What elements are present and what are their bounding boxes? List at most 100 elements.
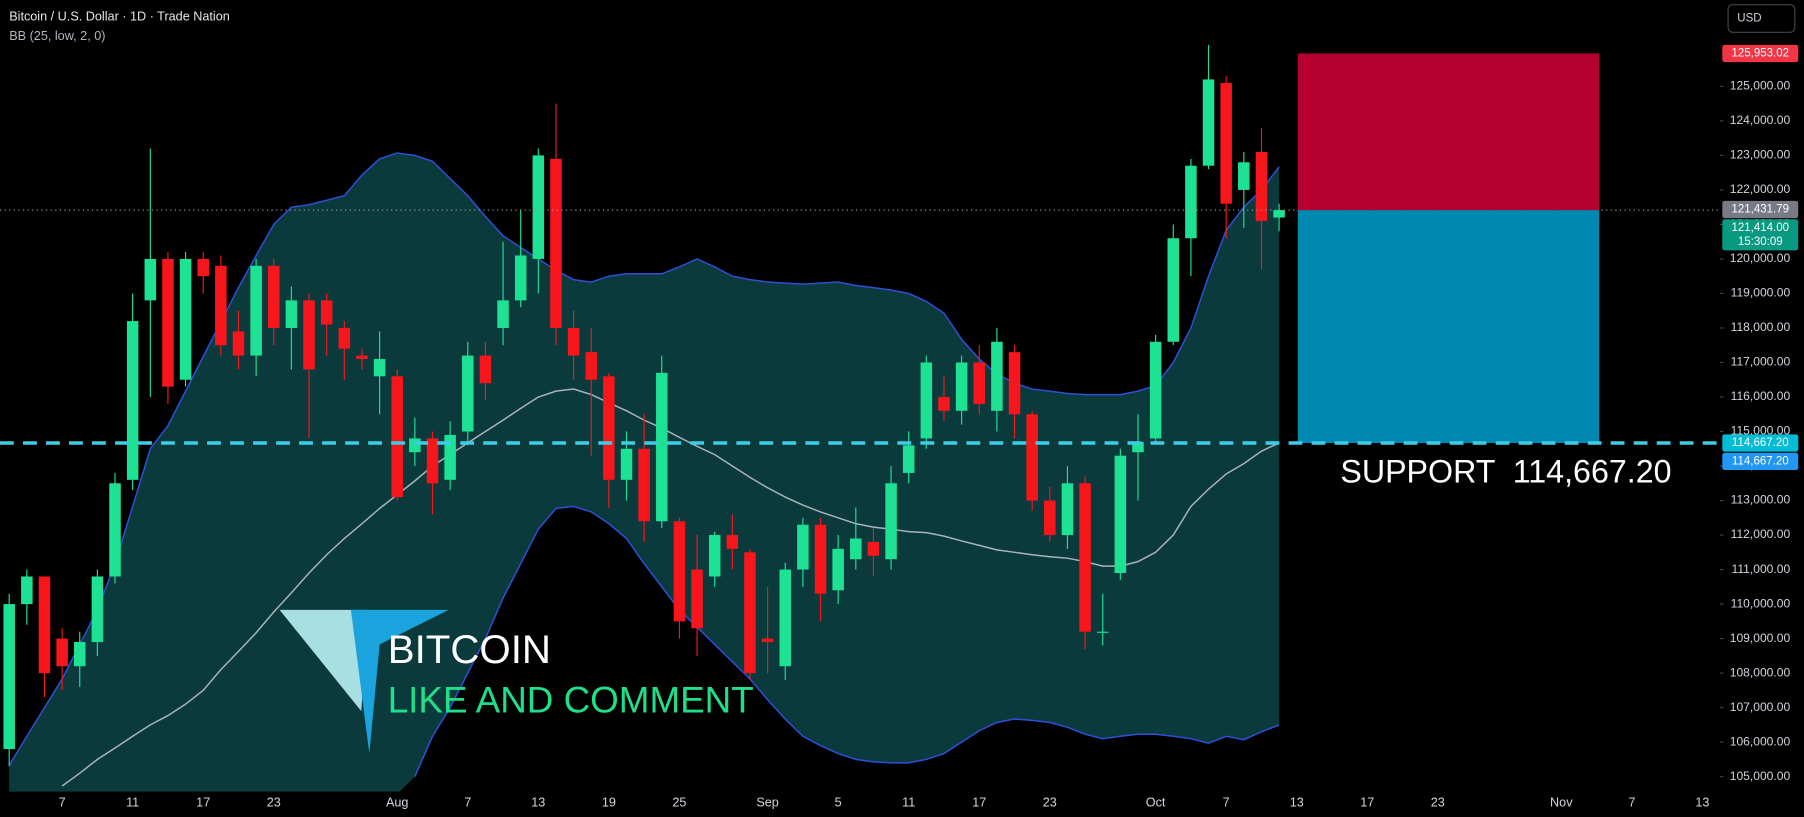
candle-body: [726, 535, 739, 549]
y-tick-label: 113,000.00: [1731, 493, 1791, 507]
candle-body: [285, 300, 298, 328]
x-tick-label: 23: [1431, 795, 1445, 809]
x-tick-label: Sep: [756, 795, 778, 809]
candle-body: [303, 300, 315, 370]
candles: [3, 44, 1285, 767]
x-tick-label: 19: [602, 795, 616, 809]
candle-body: [21, 576, 33, 605]
candle-body: [744, 552, 756, 674]
x-tick-label: 25: [672, 795, 686, 809]
candle-body: [691, 569, 703, 629]
candle-body: [126, 321, 139, 480]
candle-body: [779, 569, 791, 667]
candle-body: [1255, 151, 1268, 221]
band-lower: [414, 505, 1280, 777]
candle-body: [867, 541, 880, 556]
price-tag-label: 125,953.02: [1731, 47, 1789, 59]
price-tag-label: 121,414.00: [1731, 222, 1789, 234]
candle-body: [462, 355, 474, 432]
candle-body: [1149, 341, 1162, 439]
candle-body: [797, 524, 809, 570]
candle-body: [1238, 162, 1250, 190]
candle-body: [991, 341, 1003, 411]
price-tag-label: 121,431.79: [1731, 204, 1789, 216]
x-tick-label: 11: [126, 795, 139, 809]
band-middle: [61, 388, 1280, 787]
price-tag: [1722, 434, 1799, 452]
candle-body: [902, 445, 915, 473]
candle-body: [179, 258, 192, 380]
x-tick-label: 23: [267, 795, 281, 809]
candle-body: [638, 448, 650, 522]
candle-body: [162, 258, 174, 387]
candle-body: [656, 372, 668, 522]
candle-body: [1220, 82, 1232, 204]
currency-label[interactable]: USD: [1737, 13, 1761, 25]
x-tick-label: 7: [464, 795, 471, 809]
x-tick-label: 17: [1360, 795, 1374, 809]
candle-body: [567, 327, 580, 356]
candle-body: [814, 524, 827, 594]
price-tag: [1722, 219, 1799, 251]
y-tick-label: 116,000.00: [1731, 389, 1791, 403]
candle-body: [479, 355, 492, 384]
y-tick-label: 125,000.00: [1730, 79, 1791, 93]
y-tick-label: 108,000.00: [1730, 665, 1791, 679]
position-stop-zone: [1297, 53, 1600, 211]
candle-body: [673, 521, 686, 622]
overlay: SUPPORT 114,667.20: [0, 53, 1721, 490]
candle-body: [920, 362, 933, 439]
x-tick-label: 7: [1628, 795, 1635, 809]
x-tick-label: Oct: [1146, 795, 1166, 809]
candle-body: [1044, 500, 1056, 536]
candle-body: [3, 604, 15, 750]
price-tag-countdown: 15:30:09: [1738, 236, 1783, 248]
candle-body: [1185, 165, 1197, 239]
y-tick-label: 122,000.00: [1730, 182, 1791, 196]
chart-title: Bitcoin / U.S. Dollar · 1D · Trade Natio…: [9, 10, 230, 24]
candle-body: [144, 258, 157, 301]
candle-body: [215, 265, 227, 346]
candle-body: [109, 483, 121, 577]
candle-body: [426, 438, 439, 484]
y-tick-label: 120,000.00: [1730, 251, 1791, 265]
x-tick-label: 11: [902, 795, 915, 809]
candle-body: [620, 448, 633, 480]
y-tick-label: 106,000.00: [1730, 734, 1791, 748]
y-tick-label: 112,000.00: [1731, 527, 1791, 541]
candle-body: [955, 362, 968, 411]
candle-body: [938, 396, 950, 411]
candle-body: [603, 376, 615, 480]
candle-body: [373, 359, 386, 377]
y-tick-label: 107,000.00: [1730, 700, 1791, 714]
price-tag-label: 114,667.20: [1732, 455, 1789, 467]
x-tick-label: 7: [59, 795, 66, 809]
candle-body: [1202, 79, 1215, 166]
candle-body: [232, 331, 245, 356]
candle-body: [1079, 483, 1091, 632]
candle-body: [532, 155, 545, 259]
logo-title: BITCOIN: [388, 627, 551, 672]
y-tick-label: 118,000.00: [1731, 320, 1791, 334]
x-tick-label: 17: [196, 795, 210, 809]
candle-body: [409, 438, 421, 453]
price-tag-label: 114,667.20: [1732, 437, 1789, 449]
x-tick-label: Nov: [1550, 795, 1573, 809]
candle-body: [497, 300, 509, 328]
x-tick-label: 17: [972, 795, 986, 809]
candle-body: [708, 535, 721, 577]
candle-body: [197, 258, 209, 277]
candle-body: [585, 352, 597, 380]
x-tick-label: Aug: [386, 795, 409, 809]
candle-body: [250, 265, 262, 356]
x-tick-label: 5: [835, 795, 842, 809]
y-tick-label: 115,000.00: [1731, 424, 1791, 438]
currency-button[interactable]: [1727, 4, 1796, 33]
y-tick-label: 119,000.00: [1731, 286, 1791, 300]
y-tick-label: 111,000.00: [1732, 562, 1791, 576]
candle-body: [1273, 210, 1285, 218]
candle-body: [832, 548, 844, 591]
y-tick-label: 123,000.00: [1730, 148, 1791, 162]
